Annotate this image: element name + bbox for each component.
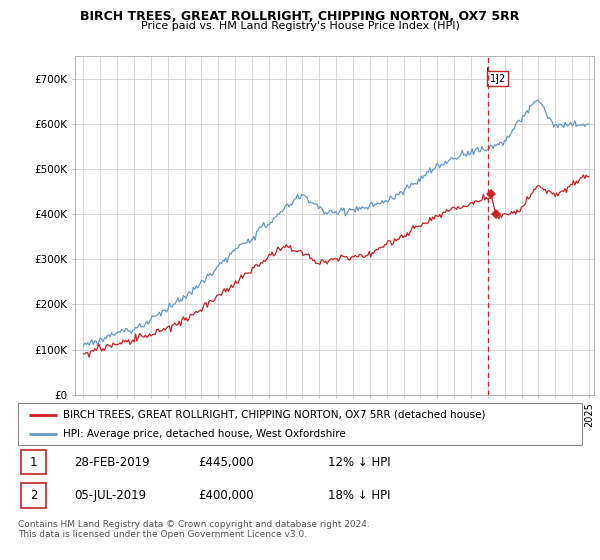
Text: BIRCH TREES, GREAT ROLLRIGHT, CHIPPING NORTON, OX7 5RR: BIRCH TREES, GREAT ROLLRIGHT, CHIPPING N… bbox=[80, 10, 520, 23]
Text: 1⁆2: 1⁆2 bbox=[490, 73, 506, 83]
Text: BIRCH TREES, GREAT ROLLRIGHT, CHIPPING NORTON, OX7 5RR (detached house): BIRCH TREES, GREAT ROLLRIGHT, CHIPPING N… bbox=[63, 409, 485, 419]
FancyBboxPatch shape bbox=[18, 403, 582, 445]
FancyBboxPatch shape bbox=[21, 483, 46, 508]
FancyBboxPatch shape bbox=[21, 450, 46, 474]
Text: 12% ↓ HPI: 12% ↓ HPI bbox=[328, 456, 391, 469]
Text: 18% ↓ HPI: 18% ↓ HPI bbox=[328, 489, 391, 502]
Text: Price paid vs. HM Land Registry's House Price Index (HPI): Price paid vs. HM Land Registry's House … bbox=[140, 21, 460, 31]
Text: 05-JUL-2019: 05-JUL-2019 bbox=[74, 489, 146, 502]
Text: £400,000: £400,000 bbox=[199, 489, 254, 502]
Text: 2: 2 bbox=[30, 489, 37, 502]
Text: 1: 1 bbox=[30, 456, 37, 469]
Text: 28-FEB-2019: 28-FEB-2019 bbox=[74, 456, 150, 469]
Text: £445,000: £445,000 bbox=[199, 456, 254, 469]
Text: HPI: Average price, detached house, West Oxfordshire: HPI: Average price, detached house, West… bbox=[63, 429, 346, 439]
Text: Contains HM Land Registry data © Crown copyright and database right 2024.
This d: Contains HM Land Registry data © Crown c… bbox=[18, 520, 370, 539]
